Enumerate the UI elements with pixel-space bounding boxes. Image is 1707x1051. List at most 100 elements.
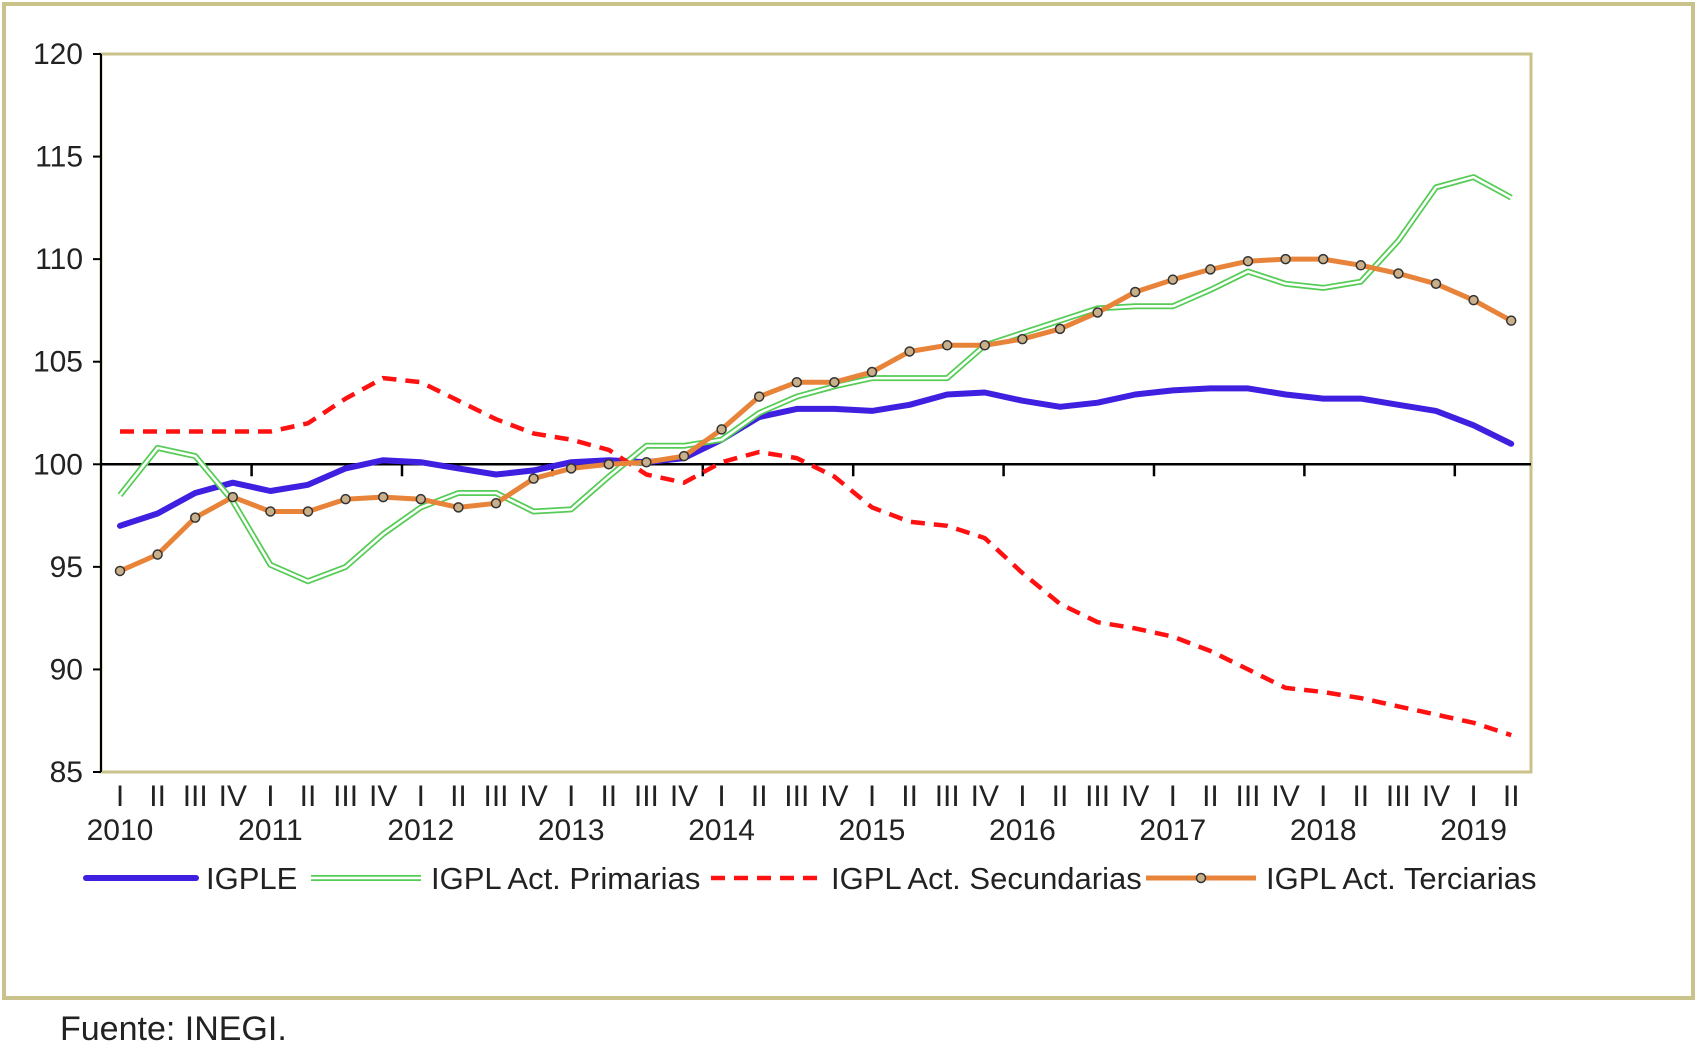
data-point <box>1167 274 1179 285</box>
x-tick-label: III <box>784 780 809 813</box>
x-year-label: 2016 <box>989 814 1056 847</box>
x-tick-label: II <box>901 780 918 813</box>
x-tick-label: I <box>1018 780 1026 813</box>
data-point <box>1017 333 1028 345</box>
series-1 <box>117 174 1513 585</box>
data-point <box>528 473 539 484</box>
data-point <box>302 506 314 517</box>
x-tick-label: III <box>1235 780 1260 813</box>
x-tick-label: I <box>417 780 425 813</box>
data-point <box>1430 278 1442 290</box>
data-point <box>866 366 878 378</box>
x-tick-label: IV <box>1271 780 1299 813</box>
x-year-label: 2010 <box>87 814 154 847</box>
x-tick-label: I <box>1319 780 1327 813</box>
source-note: Fuente: INEGI. <box>60 1010 287 1048</box>
x-tick-label: IV <box>369 780 397 813</box>
data-point <box>265 506 276 517</box>
y-tick-label: 95 <box>50 551 83 584</box>
x-tick-label: I <box>116 780 124 813</box>
x-tick-label: II <box>1202 780 1219 813</box>
x-tick-label: II <box>450 780 467 813</box>
legend-label: IGPLE <box>206 861 297 896</box>
x-tick-label: IV <box>670 780 698 813</box>
series-line-secundarias <box>120 375 1512 738</box>
legend-marker <box>1195 872 1207 884</box>
data-point <box>641 456 652 468</box>
x-tick-label: IV <box>820 780 848 813</box>
data-point <box>189 512 201 523</box>
x-tick-label: II <box>1052 780 1069 813</box>
data-point <box>716 424 727 435</box>
x-tick-label: IV <box>219 780 247 813</box>
legend-item: IGPL Act. Secundarias <box>711 861 1142 896</box>
x-tick-label: III <box>333 780 358 813</box>
data-point <box>340 493 351 505</box>
x-tick-label: III <box>935 780 960 813</box>
data-point <box>603 459 615 470</box>
legend-label: IGPL Act. Terciarias <box>1266 861 1537 896</box>
data-point <box>490 498 502 509</box>
series-line-primarias-inner <box>119 175 1512 583</box>
x-tick-label: I <box>1169 780 1177 813</box>
x-tick-label: II <box>149 780 166 813</box>
data-point <box>227 491 239 503</box>
x-tick-label: I <box>266 780 274 813</box>
data-point <box>1468 294 1479 306</box>
data-point <box>1054 323 1066 335</box>
data-point <box>1317 253 1329 265</box>
data-point <box>1505 315 1517 326</box>
data-point <box>1205 264 1216 275</box>
x-tick-label: III <box>183 780 208 813</box>
data-point <box>1280 253 1291 265</box>
data-point <box>791 376 803 388</box>
x-tick-label: II <box>1503 780 1520 813</box>
x-year-label: 2018 <box>1290 814 1357 847</box>
data-point <box>829 376 840 388</box>
x-tick-label: II <box>300 780 317 813</box>
x-year-label: 2012 <box>387 814 454 847</box>
data-point <box>1242 255 1254 267</box>
x-tick-label: IV <box>519 780 547 813</box>
y-tick-label: 105 <box>33 346 83 379</box>
y-tick-label: 85 <box>50 756 83 789</box>
data-point <box>565 463 577 474</box>
x-year-label: 2019 <box>1440 814 1507 847</box>
data-point <box>1129 286 1141 298</box>
legend-item: IGPL Act. Primarias <box>311 861 700 896</box>
legend-item: IGPL Act. Terciarias <box>1146 861 1537 896</box>
x-tick-label: I <box>567 780 575 813</box>
legend-label: IGPL Act. Secundarias <box>831 861 1142 896</box>
series-line-igple <box>117 385 1515 529</box>
data-point <box>415 493 427 505</box>
data-point <box>453 502 464 513</box>
x-tick-label: III <box>483 780 508 813</box>
data-point <box>377 491 389 503</box>
y-tick-label: 115 <box>35 141 83 174</box>
x-tick-label: III <box>634 780 659 813</box>
x-year-label: 2013 <box>538 814 605 847</box>
x-year-label: 2011 <box>238 814 303 847</box>
series-line-terciarias <box>118 256 1513 574</box>
x-year-label: 2014 <box>688 814 755 847</box>
series-3 <box>114 253 1517 577</box>
x-tick-label: IV <box>971 780 999 813</box>
legend-item: IGPLE <box>83 861 297 896</box>
data-point <box>1355 260 1367 271</box>
legend-label: IGPL Act. Primarias <box>431 861 700 896</box>
y-tick-label: 110 <box>35 243 83 276</box>
data-point <box>753 391 765 402</box>
data-point <box>1393 268 1404 279</box>
data-point <box>152 549 163 560</box>
data-point <box>1092 307 1103 318</box>
x-tick-label: II <box>751 780 768 813</box>
x-tick-label: I <box>1469 780 1477 813</box>
x-tick-label: II <box>600 780 617 813</box>
chart-frame: 85 90 95 100 105 110 115 120 I II III IV I II III IV I II… <box>2 2 1695 1000</box>
x-year-label: 2017 <box>1139 814 1206 847</box>
x-tick-label: I <box>717 780 725 813</box>
data-point <box>979 340 991 351</box>
x-year-label: 2015 <box>839 814 906 847</box>
series-2 <box>120 375 1512 738</box>
